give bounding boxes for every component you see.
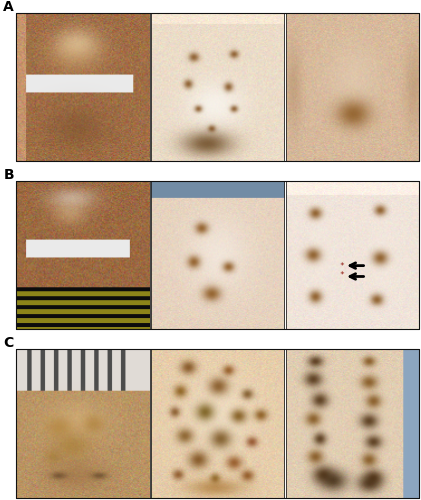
Text: B: B [3,168,14,182]
Text: A: A [3,0,14,14]
Text: C: C [3,336,13,350]
